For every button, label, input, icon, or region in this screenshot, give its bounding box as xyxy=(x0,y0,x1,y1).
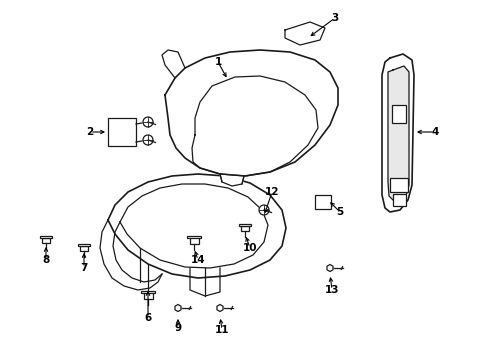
Bar xyxy=(389,178,407,192)
Circle shape xyxy=(259,205,268,215)
Text: 14: 14 xyxy=(190,255,205,265)
Bar xyxy=(78,244,90,246)
Polygon shape xyxy=(108,174,285,278)
Circle shape xyxy=(142,135,153,145)
Text: 12: 12 xyxy=(264,187,279,197)
Text: 10: 10 xyxy=(242,243,257,253)
Polygon shape xyxy=(285,22,325,45)
Text: 5: 5 xyxy=(336,207,343,217)
Polygon shape xyxy=(387,66,408,202)
Text: 11: 11 xyxy=(214,325,229,335)
Text: 7: 7 xyxy=(80,263,87,273)
Bar xyxy=(392,194,405,206)
Text: 2: 2 xyxy=(86,127,93,137)
Text: 4: 4 xyxy=(430,127,438,137)
Circle shape xyxy=(142,117,153,127)
Bar xyxy=(314,195,330,209)
Text: 13: 13 xyxy=(324,285,339,295)
Text: 1: 1 xyxy=(214,57,221,67)
Bar xyxy=(108,118,136,146)
Bar xyxy=(186,235,201,238)
Bar xyxy=(238,224,251,226)
Text: 6: 6 xyxy=(144,313,151,323)
Bar xyxy=(241,226,248,231)
Polygon shape xyxy=(164,50,337,176)
Bar xyxy=(391,105,405,123)
Text: 8: 8 xyxy=(42,255,49,265)
Bar xyxy=(42,238,50,243)
Bar xyxy=(80,246,88,251)
Bar xyxy=(40,236,52,238)
Bar xyxy=(141,291,155,293)
Text: 3: 3 xyxy=(331,13,338,23)
Polygon shape xyxy=(381,54,413,212)
Bar xyxy=(189,237,198,244)
Polygon shape xyxy=(220,174,244,186)
Text: 9: 9 xyxy=(174,323,181,333)
Bar xyxy=(143,292,152,298)
